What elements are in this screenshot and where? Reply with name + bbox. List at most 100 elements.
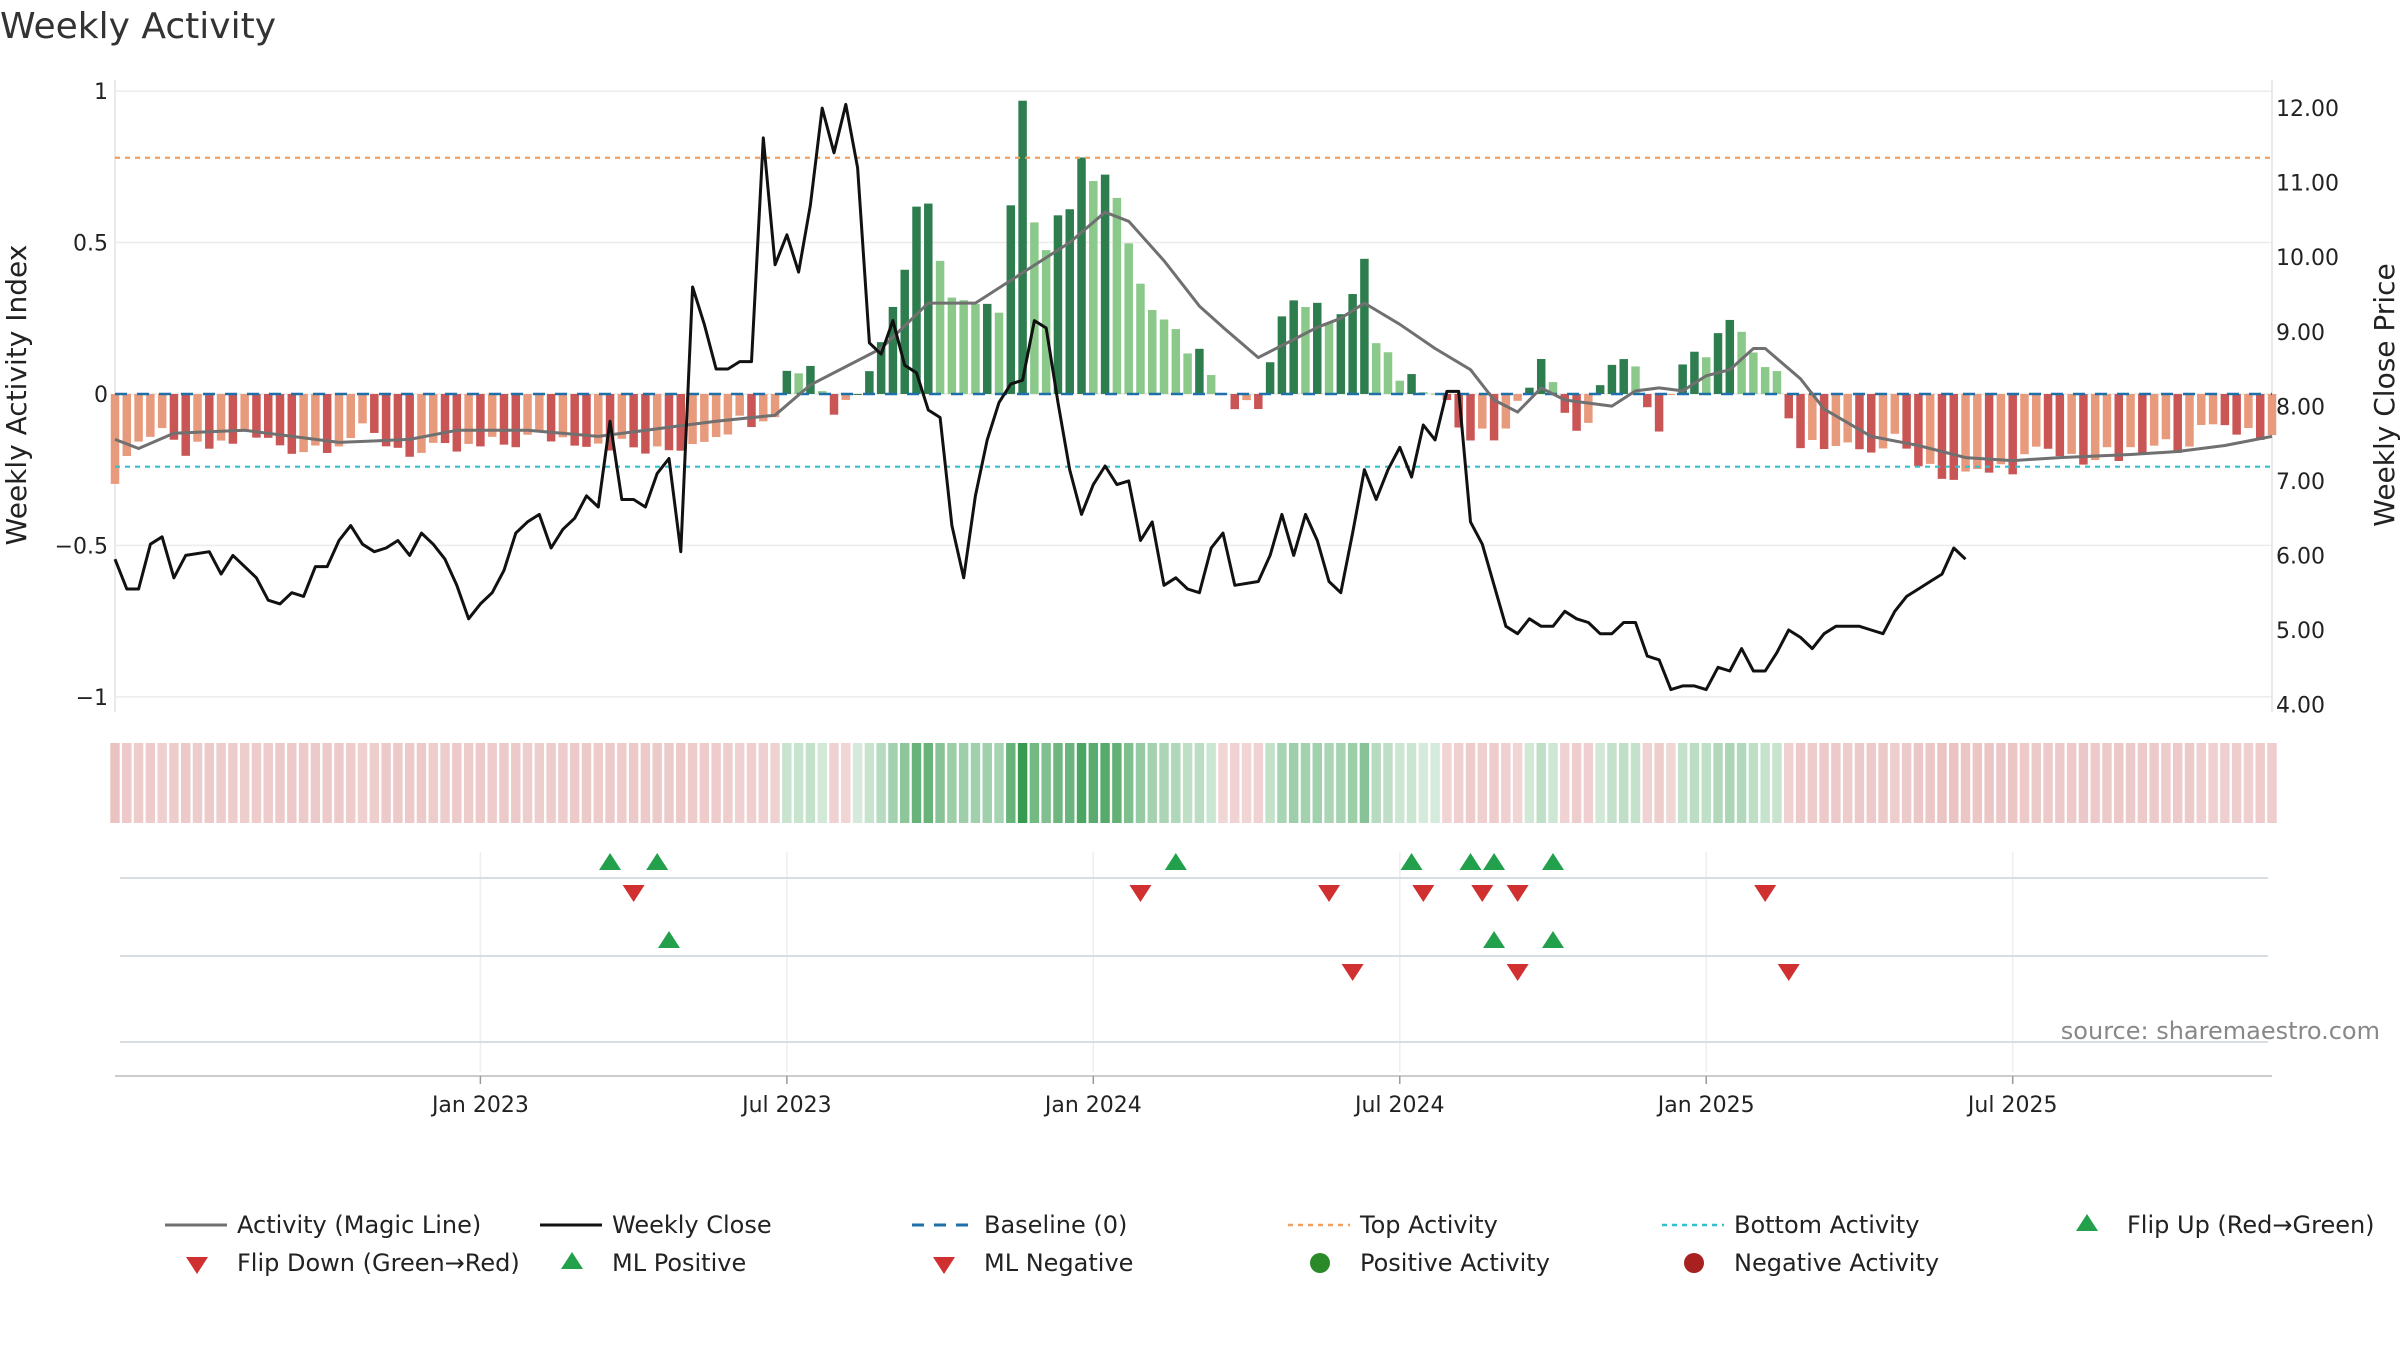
heat-cell bbox=[475, 743, 486, 823]
activity-bar bbox=[1855, 393, 1864, 450]
heat-cell bbox=[1171, 743, 1181, 823]
heat-cell bbox=[664, 743, 674, 823]
activity-bar bbox=[405, 393, 414, 457]
activity-bar bbox=[499, 393, 509, 445]
activity-heat-strip bbox=[110, 743, 2277, 823]
activity-bar bbox=[853, 393, 862, 395]
ml-positive-marker bbox=[1542, 931, 1564, 948]
heat-cell bbox=[782, 743, 792, 823]
activity-bar bbox=[1949, 393, 1958, 480]
activity-bar bbox=[1030, 222, 1039, 394]
activity-bar bbox=[546, 393, 556, 442]
heat-cell bbox=[1501, 743, 1511, 823]
activity-bar bbox=[1065, 209, 1074, 394]
right-axis-ticks: 12.00 11.00 10.00 9.00 8.00 7.00 6.00 5.00 4.00 bbox=[2276, 97, 2339, 718]
activity-bar bbox=[1996, 393, 2006, 465]
heat-cell bbox=[452, 743, 462, 823]
legend-item-mlpos: ML Positive bbox=[561, 1249, 746, 1277]
x-tick-label: Jul 2024 bbox=[1353, 1093, 1445, 1118]
activity-bar bbox=[535, 393, 544, 431]
heat-cell bbox=[2243, 743, 2254, 823]
heat-cell bbox=[1265, 743, 1275, 823]
heat-cell bbox=[1842, 743, 1853, 823]
heat-cell bbox=[463, 743, 474, 823]
right-tick-label: 8.00 bbox=[2276, 395, 2325, 420]
heat-cell bbox=[2114, 743, 2124, 823]
legend-swatch bbox=[561, 1252, 583, 1269]
activity-bar bbox=[1808, 393, 1817, 440]
heat-cell bbox=[1807, 743, 1818, 823]
activity-bar bbox=[1301, 307, 1310, 394]
legend-label: Flip Down (Green→Red) bbox=[237, 1249, 520, 1277]
activity-bar bbox=[487, 393, 497, 437]
series-lines bbox=[113, 102, 2273, 692]
heat-cell bbox=[2007, 743, 2018, 823]
activity-bar bbox=[617, 393, 627, 439]
heat-cell bbox=[251, 743, 262, 823]
activity-bar bbox=[1925, 393, 1935, 464]
activity-bar bbox=[912, 206, 921, 394]
activity-bar bbox=[1041, 250, 1051, 394]
activity-bar bbox=[900, 269, 909, 394]
heat-cell bbox=[2031, 743, 2041, 823]
x-tick-label: Jan 2024 bbox=[1043, 1093, 1142, 1118]
legend: Activity (Magic Line) Weekly Close Baselin… bbox=[165, 1211, 2375, 1277]
heat-cell bbox=[416, 743, 427, 823]
heat-cell bbox=[1748, 743, 1759, 823]
ml-negative-marker bbox=[1777, 964, 1800, 981]
activity-bar bbox=[2220, 393, 2230, 426]
heat-cell bbox=[1866, 743, 1876, 823]
activity-bar bbox=[134, 393, 143, 442]
left-axis-ticks: 1 0.5 0 −0.5 −1 bbox=[55, 80, 108, 711]
heat-cell bbox=[1312, 743, 1322, 823]
heat-cell bbox=[1288, 743, 1299, 823]
activity-bar bbox=[700, 393, 709, 442]
activity-bar bbox=[1124, 243, 1133, 394]
activity-bar bbox=[759, 393, 768, 422]
activity-bar bbox=[440, 393, 450, 444]
heat-cell bbox=[1901, 743, 1912, 823]
activity-bar bbox=[1819, 393, 1829, 450]
heat-cell bbox=[1677, 743, 1688, 823]
legend-label: Top Activity bbox=[1359, 1211, 1498, 1239]
heat-cell bbox=[287, 743, 297, 823]
heat-cell bbox=[734, 743, 745, 823]
activity-bar bbox=[2032, 393, 2041, 447]
legend-item-mlneg: ML Negative bbox=[933, 1249, 1133, 1277]
activity-bar bbox=[2067, 393, 2076, 454]
activity-bar bbox=[1407, 374, 1416, 394]
legend-item-posact: Positive Activity bbox=[1310, 1249, 1550, 1277]
heat-cell bbox=[2090, 743, 2100, 823]
activity-bar bbox=[2020, 393, 2029, 455]
activity-bar bbox=[865, 371, 874, 394]
activity-bar bbox=[735, 393, 744, 416]
activity-bar bbox=[1666, 393, 1676, 395]
heat-cell bbox=[322, 743, 332, 823]
activity-bar bbox=[1607, 364, 1617, 394]
activity-bars bbox=[110, 100, 2277, 484]
ml-positive-marker bbox=[657, 931, 680, 948]
heat-cell bbox=[558, 743, 568, 823]
right-tick-label: 7.00 bbox=[2276, 470, 2325, 495]
activity-bar bbox=[1336, 314, 1346, 394]
weekly-close-line bbox=[113, 102, 1967, 692]
legend-swatch bbox=[2076, 1214, 2098, 1231]
heat-cell bbox=[1736, 743, 1747, 823]
heat-cell bbox=[2102, 743, 2112, 823]
legend-label: ML Positive bbox=[612, 1249, 746, 1277]
legend-swatch bbox=[1684, 1253, 1704, 1273]
heat-cell bbox=[1713, 743, 1723, 823]
flip-down-marker bbox=[1471, 885, 1494, 902]
activity-bar bbox=[1313, 302, 1322, 394]
heat-cell bbox=[1548, 743, 1558, 823]
heat-cell bbox=[1784, 743, 1794, 823]
activity-bar bbox=[252, 393, 261, 438]
activity-bar bbox=[2197, 393, 2206, 426]
activity-bar bbox=[723, 393, 733, 435]
activity-bar bbox=[205, 393, 214, 449]
activity-bar bbox=[358, 393, 367, 424]
heat-cell bbox=[487, 743, 497, 823]
heat-cell bbox=[1996, 743, 2006, 823]
heat-cell bbox=[1725, 743, 1735, 823]
